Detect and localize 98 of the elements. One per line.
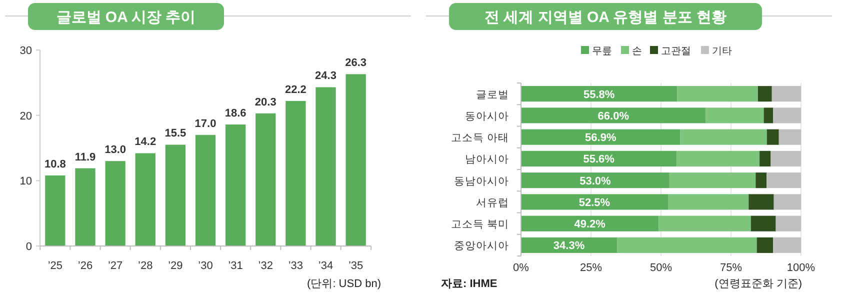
x-tick-label: ’25 [48, 260, 63, 272]
bar [75, 168, 96, 246]
text: (연령표준화 기준) [714, 278, 802, 290]
y-tick-label: 글로벌 [476, 88, 509, 101]
data-label: 52.5% [578, 196, 610, 209]
data-label: 15.5 [164, 128, 186, 140]
data-label: 55.8% [584, 88, 615, 101]
data-label: 14.2 [134, 136, 156, 148]
x-tick-label: 100% [786, 262, 816, 274]
chart-title: 글로벌 OA 시장 추이 [56, 9, 196, 26]
y-tick-label: 남아시아 [465, 154, 509, 166]
data-label: 53.0% [580, 175, 612, 188]
x-tick-label: 0% [513, 262, 530, 274]
bar [669, 172, 756, 188]
y-tick-label: 10 [20, 176, 32, 188]
bar [760, 150, 771, 166]
bar [766, 129, 779, 145]
bar [521, 194, 668, 210]
bar [617, 237, 757, 253]
bar [756, 172, 767, 188]
y-tick-label: 고소득 북미 [451, 218, 509, 231]
legend-label: 고관절 [661, 46, 691, 57]
text: (단위: USD bn) [307, 278, 381, 290]
bar [286, 100, 306, 246]
y-tick-label: 30 [20, 45, 32, 57]
data-label: 13.0 [104, 144, 126, 156]
bar [316, 87, 336, 246]
x-tick-label: ’30 [198, 260, 213, 272]
x-tick-label: ’28 [138, 260, 153, 272]
bar [346, 74, 366, 246]
data-label: 10.8 [44, 158, 66, 170]
bar [105, 161, 126, 246]
bar [772, 86, 801, 102]
y-tick-label: 중앙아시아 [454, 240, 509, 252]
bar [521, 150, 677, 166]
x-tick-label: ’34 [318, 260, 334, 272]
y-tick-label: 서유럽 [476, 196, 509, 209]
data-label: 20.3 [254, 96, 276, 108]
bar [706, 108, 764, 124]
chart-title: 전 세계 지역별 OA 유형별 분포 현황 [484, 9, 726, 26]
x-tick-label: ’27 [108, 260, 123, 272]
data-label: 18.6 [224, 107, 246, 120]
x-tick-label: ’26 [78, 260, 93, 272]
bar [45, 175, 66, 246]
legend-label: 손 [632, 46, 642, 57]
y-tick-label: 동아시아 [465, 110, 509, 122]
data-label: 49.2% [574, 218, 606, 231]
data-label: 22.2 [284, 84, 306, 96]
data-label: 66.0% [598, 110, 630, 122]
data-label: 34.3% [553, 240, 585, 252]
y-tick-label: 20 [20, 110, 32, 122]
bar [778, 129, 801, 145]
bar [758, 86, 772, 102]
data-label: 11.9 [74, 151, 96, 164]
y-tick-label: 고소득 아태 [451, 132, 509, 144]
bar [521, 86, 678, 102]
bar [135, 153, 156, 246]
bar [773, 237, 801, 253]
bar [776, 216, 801, 232]
data-label: 56.9% [585, 132, 616, 144]
bar [521, 216, 659, 232]
x-tick-label: 50% [650, 262, 672, 274]
y-tick-label: 0 [26, 241, 32, 253]
bar [521, 129, 680, 145]
bar [677, 86, 758, 102]
bar [766, 172, 801, 188]
bar [658, 216, 751, 232]
bar [165, 144, 186, 246]
x-tick-label: ’35 [348, 260, 364, 272]
bar [195, 134, 216, 246]
bar [750, 216, 776, 232]
bar [774, 194, 801, 210]
x-tick-label: ’32 [258, 260, 273, 272]
legend-label: 무릎 [592, 46, 612, 57]
bar [521, 172, 670, 188]
bar [668, 194, 749, 210]
data-label: 17.0 [194, 118, 216, 130]
bar [770, 150, 801, 166]
x-tick-label: ’33 [288, 260, 304, 272]
data-label: 24.3 [315, 70, 336, 82]
bar [748, 194, 774, 210]
legend-label: 기타 [712, 46, 732, 57]
text: 자료: IHME [441, 278, 498, 290]
x-tick-label: ’29 [168, 260, 183, 272]
bar [256, 113, 276, 246]
bar [773, 108, 801, 124]
bar [680, 129, 767, 145]
bar [764, 108, 773, 124]
x-tick-label: 25% [580, 262, 602, 274]
bar [676, 150, 760, 166]
bar [756, 237, 773, 253]
data-label: 55.6% [583, 154, 615, 166]
y-tick-label: 동남아시아 [454, 175, 509, 188]
data-label: 26.3 [345, 57, 367, 70]
x-tick-label: 75% [720, 262, 742, 274]
x-tick-label: ’31 [228, 260, 243, 272]
bar [225, 124, 246, 246]
bar [521, 108, 706, 124]
